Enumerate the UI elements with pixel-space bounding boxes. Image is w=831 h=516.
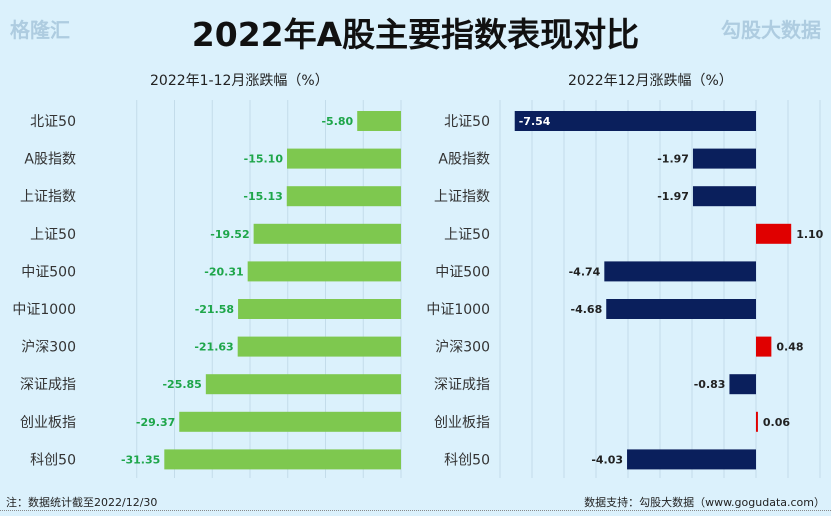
bar [286,186,401,207]
bar [205,374,401,395]
bar-charts: 北证50 -5.80 A股指数 -15.10 上证指数 -15.13 上证50 -19.52 中… [12,100,824,478]
data-label: -4.74 [569,265,601,278]
data-label: -5.80 [321,115,353,128]
data-label: -7.54 [519,115,551,128]
data-label: -31.35 [121,453,160,466]
chart-title: 2022年A股主要指数表现对比 [191,15,640,54]
divider [0,510,831,511]
data-label: -4.68 [571,303,603,316]
category-label: 上证50 [30,227,76,243]
bar [692,186,756,207]
bar [164,449,401,470]
footer-note: 注：数据统计截至2022/12/30 [6,496,158,509]
category-label: 深证成指 [20,377,76,393]
watermark-logo: 格隆汇 [10,18,70,42]
right-chart-title: 2022年12月涨跌幅（%） [568,73,733,89]
category-label: 上证指数 [434,189,490,205]
bar [179,411,401,432]
watermark-source: 勾股大数据 [721,18,821,42]
data-label: -19.52 [210,228,249,241]
category-label: 沪深300 [21,340,76,356]
bar [729,374,756,395]
category-label: 中证500 [21,264,76,280]
bar [606,299,756,319]
category-label: 沪深300 [435,340,490,356]
category-label: A股指数 [24,152,76,168]
category-label: 中证1000 [426,302,490,318]
bar [514,111,756,131]
data-label: -20.31 [204,265,243,278]
bar [237,336,401,357]
data-label: 1.10 [796,228,823,241]
bar [756,411,758,432]
category-label: 北证50 [444,114,490,130]
data-label: -21.58 [195,303,234,316]
data-label: -1.97 [657,190,689,203]
category-label: 创业板指 [434,415,490,431]
category-label: 中证1000 [12,302,76,318]
footer-source: 数据支持：勾股大数据（www.gogudata.com） [584,496,825,509]
data-label: -0.83 [694,378,726,391]
bar [286,148,401,169]
bar [692,148,756,169]
category-label: 中证500 [435,264,490,280]
bar [756,336,772,357]
category-label: 科创50 [444,452,490,468]
bar [238,299,401,319]
data-label: -4.03 [591,453,623,466]
data-label: 0.48 [776,341,803,354]
data-label: -25.85 [162,378,201,391]
data-label: -15.13 [243,190,282,203]
category-label: A股指数 [438,152,490,168]
data-label: 0.06 [763,416,790,429]
bar [604,261,756,282]
bar [627,449,756,470]
bar [357,111,401,131]
category-label: 上证50 [444,227,490,243]
data-label: -21.63 [194,341,233,354]
category-label: 创业板指 [20,415,76,431]
category-label: 科创50 [30,452,76,468]
category-label: 上证指数 [20,189,76,205]
category-label: 北证50 [30,114,76,130]
left-chart-title: 2022年1-12月涨跌幅（%） [150,73,329,89]
bar [247,261,401,282]
data-label: -1.97 [657,153,689,166]
bar [756,223,792,244]
bar [253,223,401,244]
category-label: 深证成指 [434,377,490,393]
data-label: -15.10 [244,153,284,166]
data-label: -29.37 [136,416,175,429]
